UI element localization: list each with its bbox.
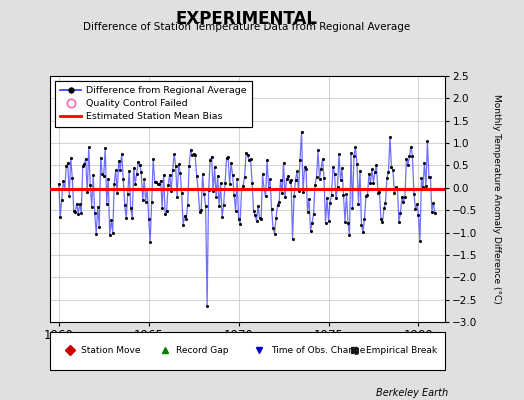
Y-axis label: Monthly Temperature Anomaly Difference (°C): Monthly Temperature Anomaly Difference (… bbox=[492, 94, 500, 304]
Text: Empirical Break: Empirical Break bbox=[366, 346, 438, 355]
Text: Difference of Station Temperature Data from Regional Average: Difference of Station Temperature Data f… bbox=[83, 22, 410, 32]
Text: Berkeley Earth: Berkeley Earth bbox=[376, 388, 448, 398]
Text: Record Gap: Record Gap bbox=[177, 346, 229, 355]
Text: EXPERIMENTAL: EXPERIMENTAL bbox=[176, 10, 317, 28]
Legend: Difference from Regional Average, Quality Control Failed, Estimated Station Mean: Difference from Regional Average, Qualit… bbox=[54, 81, 252, 127]
FancyBboxPatch shape bbox=[50, 332, 445, 370]
Text: Time of Obs. Change: Time of Obs. Change bbox=[271, 346, 366, 355]
Text: Station Move: Station Move bbox=[81, 346, 141, 355]
